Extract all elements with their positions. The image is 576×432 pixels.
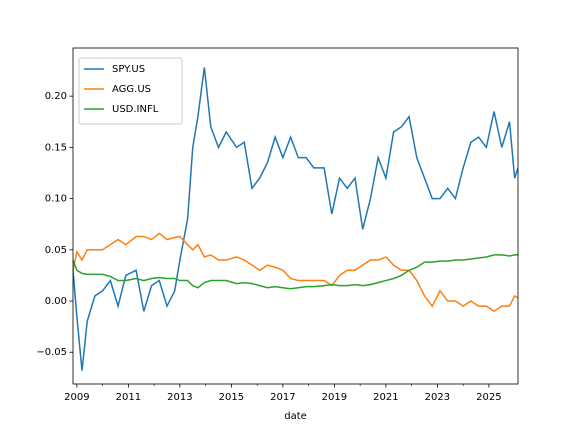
y-tick-label: 0.10	[45, 194, 67, 205]
y-tick-label: −0.05	[36, 347, 67, 358]
plot-frame	[72, 47, 519, 385]
x-tick-label: 2015	[219, 392, 244, 403]
legend-label: AGG.US	[112, 84, 151, 95]
x-tick-label: 2013	[167, 392, 192, 403]
x-tick-label: 2017	[270, 392, 295, 403]
x-tick-label: 2009	[64, 392, 89, 403]
line	[73, 232, 518, 313]
x-tick-label: 2011	[116, 392, 141, 403]
legend-label: USD.INFL	[112, 104, 159, 115]
legend-label: SPY.US	[112, 64, 145, 75]
legend-box	[78, 57, 183, 125]
x-tick-label: 2019	[322, 392, 347, 403]
y-tick-label: 0.00	[45, 296, 67, 307]
y-tick-label: 0.15	[45, 142, 67, 153]
line	[73, 254, 518, 290]
x-tick-label: 2025	[476, 392, 501, 403]
y-tick-label: 0.05	[45, 245, 67, 256]
x-axis-label: date	[284, 411, 307, 422]
y-tick-label: 0.20	[45, 91, 67, 102]
line	[73, 67, 518, 371]
x-tick-label: 2023	[425, 392, 450, 403]
x-tick-label: 2021	[373, 392, 398, 403]
